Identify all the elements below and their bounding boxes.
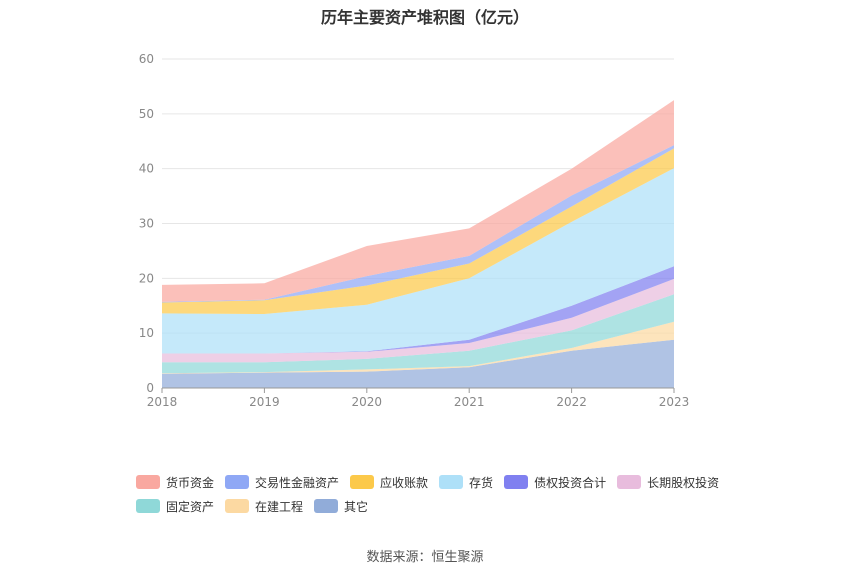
y-tick-label: 0 bbox=[146, 381, 154, 395]
x-tick-label: 2023 bbox=[659, 395, 690, 409]
area-固定资产 bbox=[162, 294, 674, 374]
legend-swatch bbox=[225, 475, 250, 489]
legend-item[interactable]: 货币资金 bbox=[136, 474, 214, 491]
x-tick-label: 2019 bbox=[249, 395, 280, 409]
legend-swatch bbox=[504, 475, 529, 489]
data-source: 数据来源：恒生聚源 bbox=[366, 550, 484, 565]
area-债权投资合计 bbox=[162, 266, 674, 354]
axes: 0 10 20 30 40 50 60 2018 2019 2020 2021 2022 2023 bbox=[139, 52, 690, 409]
y-tick-label: 40 bbox=[139, 162, 154, 176]
legend-label: 在建工程 bbox=[255, 499, 304, 514]
area-存货 bbox=[162, 168, 674, 354]
y-tick-label: 60 bbox=[139, 52, 154, 66]
area-其它 bbox=[162, 339, 674, 388]
legend-row: 固定资产 在建工程 其它 bbox=[136, 494, 736, 518]
legend-label: 存货 bbox=[469, 475, 494, 490]
legend: 货币资金 交易性金融资产 应收账款 存货 债权投资合计 长期股权投资固定资产 在建工程 其它 bbox=[136, 470, 736, 518]
area-交易性金融资产 bbox=[162, 145, 674, 303]
area-应收账款 bbox=[162, 148, 674, 314]
legend-swatch bbox=[350, 475, 375, 489]
legend-swatch bbox=[136, 499, 160, 513]
legend-swatch bbox=[617, 475, 642, 489]
legend-item[interactable]: 存货 bbox=[439, 474, 493, 491]
legend-item[interactable]: 应收账款 bbox=[350, 474, 428, 491]
chart-title: 历年主要资产堆积图（亿元） bbox=[320, 8, 529, 27]
x-tick-label: 2021 bbox=[454, 395, 485, 409]
y-tick-label: 50 bbox=[139, 107, 154, 121]
legend-swatch bbox=[314, 499, 339, 513]
y-tick-label: 30 bbox=[139, 217, 154, 231]
x-tick-label: 2018 bbox=[147, 395, 178, 409]
legend-swatch bbox=[225, 499, 250, 513]
legend-item[interactable]: 长期股权投资 bbox=[617, 474, 719, 491]
legend-row: 货币资金 交易性金融资产 应收账款 存货 债权投资合计 长期股权投资 bbox=[136, 470, 736, 494]
area-货币资金 bbox=[162, 100, 674, 302]
legend-item[interactable]: 债权投资合计 bbox=[504, 474, 606, 491]
area-series bbox=[162, 100, 674, 388]
legend-label: 长期股权投资 bbox=[647, 475, 720, 490]
legend-label: 交易性金融资产 bbox=[255, 475, 340, 490]
legend-item[interactable]: 交易性金融资产 bbox=[225, 474, 339, 491]
y-tick-label: 20 bbox=[139, 271, 154, 285]
legend-swatch bbox=[439, 475, 464, 489]
legend-swatch bbox=[136, 475, 160, 489]
x-tick-label: 2022 bbox=[556, 395, 587, 409]
legend-label: 固定资产 bbox=[166, 499, 215, 514]
legend-label: 货币资金 bbox=[166, 475, 215, 490]
legend-label: 债权投资合计 bbox=[534, 475, 607, 490]
legend-item[interactable]: 在建工程 bbox=[225, 498, 303, 515]
area-长期股权投资 bbox=[162, 278, 674, 363]
legend-item[interactable]: 其它 bbox=[314, 498, 368, 515]
x-tick-label: 2020 bbox=[352, 395, 383, 409]
legend-label: 应收账款 bbox=[380, 475, 429, 490]
legend-label: 其它 bbox=[344, 499, 369, 514]
y-tick-label: 10 bbox=[139, 326, 154, 340]
legend-item[interactable]: 固定资产 bbox=[136, 498, 214, 515]
